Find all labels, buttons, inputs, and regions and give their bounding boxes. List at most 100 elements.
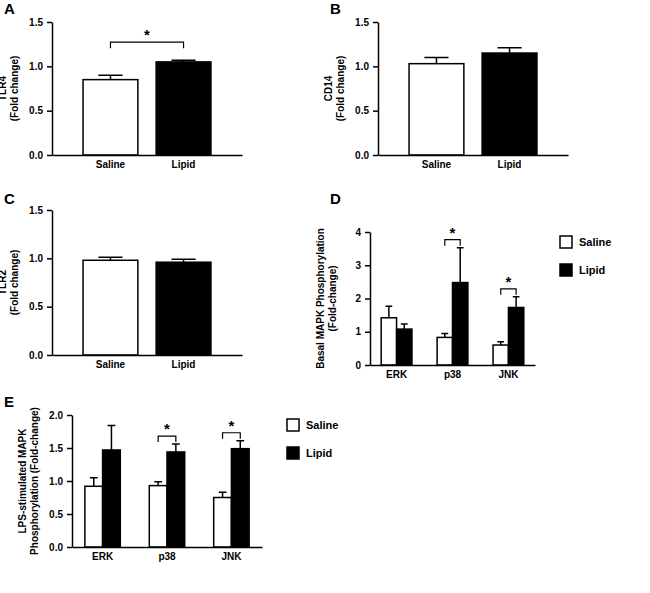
error-bar (497, 48, 521, 53)
y-tick: 0.5 (29, 301, 52, 312)
y-axis-line (52, 23, 54, 156)
legend: SalineLipid (560, 236, 611, 276)
x-tick-label: ERK (92, 551, 114, 562)
x-axis-line (53, 155, 243, 157)
x-tick-label: ERK (386, 369, 408, 380)
y-axis-title: LPS-stimulated MAPK (17, 428, 28, 534)
y-tick-label: 1.0 (29, 253, 43, 264)
y-tick-mark (67, 514, 72, 516)
x-tick: JNK (221, 551, 242, 562)
bar (453, 283, 468, 365)
x-axis: Saline Lipid (53, 356, 243, 371)
error-bar (513, 297, 520, 308)
y-tick: 0.5 (29, 105, 52, 116)
significance-star: * (144, 26, 150, 43)
y-axis-title: (Fold change) (9, 56, 20, 122)
plot-area (409, 48, 537, 155)
y-tick-mark (365, 332, 370, 334)
y-axis-title: Basal MAPK Phosphorylation (315, 228, 326, 369)
x-tick-label: Lipid (498, 159, 522, 170)
x-axis-line (379, 155, 569, 157)
y-axis-title: CD14 (323, 75, 334, 101)
y-tick: 1.5 (29, 17, 52, 28)
x-tick: JNK (498, 369, 519, 380)
y-tick-label: 0.0 (29, 150, 43, 161)
y-axis: 0.0 0.5 1.0 1.5 (29, 17, 52, 161)
bar (231, 449, 249, 547)
y-tick-label: 1.0 (29, 61, 43, 72)
panel-letter: A (4, 0, 15, 17)
y-tick: 1.0 (49, 476, 72, 487)
legend-label: Saline (306, 419, 338, 431)
y-tick: 0.5 (355, 105, 378, 116)
plot-area (381, 248, 524, 365)
y-tick-label: 0.5 (29, 301, 43, 312)
y-tick-mark (373, 22, 378, 24)
y-tick-label: 0.5 (355, 105, 369, 116)
y-tick-mark (67, 547, 72, 549)
y-tick-label: 0.0 (49, 542, 63, 553)
significance-star: * (506, 273, 512, 290)
y-tick-mark (47, 306, 52, 308)
significance-star: * (228, 417, 234, 434)
y-tick: 3 (355, 260, 370, 271)
error-bar (385, 306, 392, 318)
y-tick-label: 3 (355, 260, 361, 271)
plot-area (83, 257, 211, 355)
y-tick-mark (67, 481, 72, 483)
error-bar (172, 444, 180, 452)
panel: 0.00.51.01.5TLR4(Fold change)SalineLipid… (0, 17, 243, 170)
x-tick: Lipid (172, 359, 196, 370)
y-tick-label: 2.0 (49, 410, 63, 421)
bar (214, 498, 232, 548)
panel: 01234 Basal MAPK Phosphorylation(Fold-cha… (315, 224, 611, 380)
x-tick: p38 (444, 369, 462, 380)
panel: 0.00.51.01.5CD14(Fold change)SalineLipid (323, 17, 569, 170)
x-tick-label: JNK (221, 551, 242, 562)
y-axis-title: Phosphorylation (Fold-change) (29, 407, 40, 555)
y-axis-title: (Fold change) (335, 56, 346, 122)
error-bar (424, 57, 448, 63)
error-bar (90, 478, 98, 487)
y-tick: 1.5 (49, 443, 72, 454)
error-bar (497, 342, 504, 345)
bar (482, 53, 537, 155)
y-axis-title: (Fold-change) (327, 265, 338, 331)
legend-label: Lipid (306, 447, 332, 459)
x-tick: p38 (158, 551, 176, 562)
x-tick-label: p38 (158, 551, 176, 562)
y-tick: 0.0 (49, 542, 72, 553)
x-tick-label: JNK (498, 369, 519, 380)
figure: A0.00.51.01.5TLR4(Fold change)SalineLipi… (0, 0, 650, 593)
x-tick: Saline (96, 359, 126, 370)
y-axis: 01234 (355, 227, 370, 371)
x-tick: Lipid (498, 159, 522, 170)
x-tick: Saline (96, 159, 126, 170)
panel-letter: D (330, 190, 341, 207)
x-tick-label: Saline (96, 159, 126, 170)
legend-swatch (287, 419, 299, 431)
error-bar (457, 248, 464, 283)
x-axis: ERK p38 JNK (73, 548, 263, 563)
y-tick: 0.0 (355, 150, 378, 161)
legend-swatch (287, 447, 299, 459)
y-tick-label: 0.5 (49, 509, 63, 520)
y-tick-label: 1.0 (355, 61, 369, 72)
y-tick-label: 0.0 (355, 150, 369, 161)
y-tick-mark (67, 448, 72, 450)
x-tick-label: Lipid (172, 359, 196, 370)
y-axis-line (52, 211, 54, 356)
significance-star: * (164, 420, 170, 437)
y-tick-label: 1.5 (29, 17, 43, 28)
y-tick-mark (47, 66, 52, 68)
x-tick-label: Lipid (172, 159, 196, 170)
panel: 0.00.51.01.5TLR2(Fold change)SalineLipid (0, 205, 243, 370)
y-tick-label: 1.5 (29, 205, 43, 216)
panel-letter: E (4, 393, 14, 410)
legend-swatch (560, 236, 572, 248)
x-tick: ERK (386, 369, 408, 380)
y-tick: 0.5 (49, 509, 72, 520)
y-tick-mark (373, 110, 378, 112)
y-tick-label: 1.5 (355, 17, 369, 28)
error-bar (154, 482, 162, 486)
